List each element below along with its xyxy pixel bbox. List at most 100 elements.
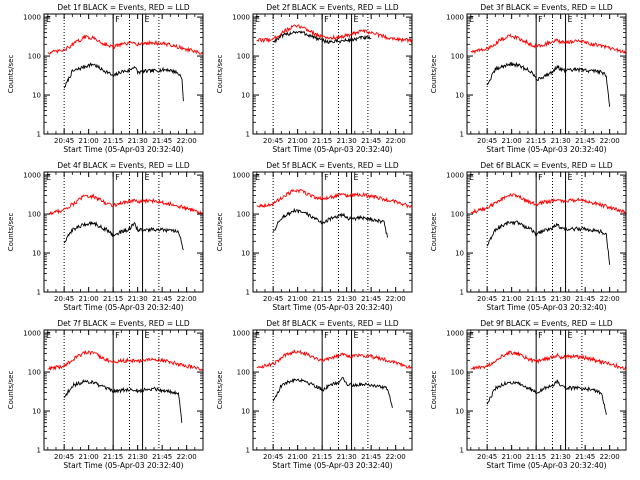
marker-label: E	[255, 331, 260, 340]
x-tick-label: 21:30	[128, 295, 148, 303]
x-tick-label: 21:45	[361, 295, 381, 303]
x-tick-label: 22:00	[600, 137, 620, 145]
series-events-line	[63, 378, 183, 423]
x-tick-label: 21:00	[288, 453, 308, 461]
x-tick-label: 21:30	[551, 453, 571, 461]
x-tick-label: 22:00	[386, 453, 406, 461]
y-tick-label: 10	[241, 408, 250, 416]
y-tick-label: 10	[32, 408, 41, 416]
marker-label: E	[255, 15, 260, 24]
x-tick-label: 20:45	[263, 453, 283, 461]
x-tick-label: 21:15	[526, 453, 546, 461]
y-axis-label: Counts/sec	[216, 55, 224, 94]
y-tick-label: 1000	[446, 172, 464, 180]
y-tick-label: 10	[241, 92, 250, 100]
panel-5: Det 5f BLACK = Events, RED = LLD Counts/s…	[216, 161, 413, 312]
y-tick-label: 1000	[232, 172, 250, 180]
series-lld-line	[47, 193, 204, 216]
x-tick-label: 20:45	[477, 295, 497, 303]
marker-label: E	[46, 331, 51, 340]
x-tick-label: 21:15	[312, 137, 332, 145]
marker-label: F	[538, 15, 543, 24]
x-tick-label: 20:45	[54, 453, 74, 461]
series-lld-line	[470, 33, 627, 55]
y-axis-label: Counts/sec	[216, 213, 224, 252]
y-tick-label: 1000	[446, 330, 464, 338]
x-axis-label: Start Time (05-Apr-03 20:32:40)	[63, 145, 183, 154]
x-tick-label: 21:30	[337, 295, 357, 303]
panel-7: Det 7f BLACK = Events, RED = LLD Counts/s…	[7, 319, 204, 470]
x-tick-label: 20:45	[263, 137, 283, 145]
plot-frame	[466, 171, 627, 293]
x-tick-label: 20:45	[54, 137, 74, 145]
series-events-line	[272, 376, 393, 408]
marker-label: E	[145, 331, 150, 340]
panel-title: Det 4f BLACK = Events, RED = LLD	[57, 161, 190, 170]
x-tick-label: 21:30	[128, 453, 148, 461]
marker-label: F	[538, 173, 543, 182]
y-tick-label: 1	[37, 131, 41, 139]
series-events-line	[63, 220, 184, 251]
y-tick-label: 10	[455, 408, 464, 416]
y-tick-label: 1	[460, 289, 464, 297]
y-tick-label: 10	[455, 250, 464, 258]
y-tick-label: 1	[37, 447, 41, 455]
panel-title: Det 5f BLACK = Events, RED = LLD	[266, 161, 399, 170]
x-tick-label: 21:00	[79, 137, 99, 145]
y-tick-label: 1000	[23, 14, 41, 22]
marker-label: F	[324, 173, 329, 182]
x-tick-label: 21:00	[288, 137, 308, 145]
panel-2: Det 2f BLACK = Events, RED = LLD Counts/s…	[216, 3, 413, 154]
x-tick-label: 22:00	[600, 453, 620, 461]
series-lld-line	[256, 188, 413, 209]
y-tick-label: 100	[28, 369, 41, 377]
x-tick-label: 22:00	[386, 137, 406, 145]
x-tick-label: 22:00	[386, 295, 406, 303]
y-axis-label: Counts/sec	[430, 371, 438, 410]
x-axis-label: Start Time (05-Apr-03 20:32:40)	[486, 303, 606, 312]
x-tick-label: 21:45	[152, 295, 172, 303]
marker-label: E	[255, 173, 260, 182]
x-tick-label: 21:30	[337, 137, 357, 145]
y-axis-label: Counts/sec	[216, 371, 224, 410]
series-lld-line	[256, 24, 413, 44]
plot-frame	[252, 171, 413, 293]
y-tick-label: 100	[237, 211, 250, 219]
panel-title: Det 7f BLACK = Events, RED = LLD	[57, 319, 190, 328]
x-tick-label: 22:00	[177, 295, 197, 303]
plot-frame	[466, 13, 627, 135]
marker-label: E	[354, 173, 359, 182]
x-tick-label: 20:45	[477, 453, 497, 461]
y-axis-label: Counts/sec	[430, 55, 438, 94]
x-tick-label: 20:45	[54, 295, 74, 303]
x-axis-label: Start Time (05-Apr-03 20:32:40)	[63, 303, 183, 312]
y-tick-label: 1	[460, 131, 464, 139]
series-events-line	[63, 62, 184, 102]
series-lld-line	[47, 34, 204, 55]
x-tick-label: 21:45	[575, 295, 595, 303]
panel-8: Det 8f BLACK = Events, RED = LLD Counts/s…	[216, 319, 413, 470]
x-axis-label: Start Time (05-Apr-03 20:32:40)	[486, 461, 606, 470]
panel-title: Det 2f BLACK = Events, RED = LLD	[266, 3, 399, 12]
plot-frame	[466, 329, 627, 451]
series-events-line	[272, 207, 388, 238]
marker-label: E	[469, 173, 474, 182]
y-tick-label: 1000	[23, 172, 41, 180]
x-axis-label: Start Time (05-Apr-03 20:32:40)	[272, 145, 392, 154]
y-tick-label: 10	[32, 250, 41, 258]
series-lld-line	[470, 350, 627, 371]
plot-frame	[43, 13, 204, 135]
x-tick-label: 21:15	[312, 295, 332, 303]
x-tick-label: 21:00	[288, 295, 308, 303]
x-tick-label: 21:45	[575, 453, 595, 461]
x-tick-label: 21:15	[526, 137, 546, 145]
y-axis-label: Counts/sec	[7, 55, 15, 94]
x-axis-label: Start Time (05-Apr-03 20:32:40)	[272, 461, 392, 470]
marker-label: E	[354, 331, 359, 340]
y-tick-label: 1000	[232, 330, 250, 338]
x-tick-label: 21:00	[502, 137, 522, 145]
x-tick-label: 21:30	[128, 137, 148, 145]
y-tick-label: 10	[455, 92, 464, 100]
series-lld-line	[47, 350, 204, 372]
series-lld-line	[470, 192, 627, 215]
